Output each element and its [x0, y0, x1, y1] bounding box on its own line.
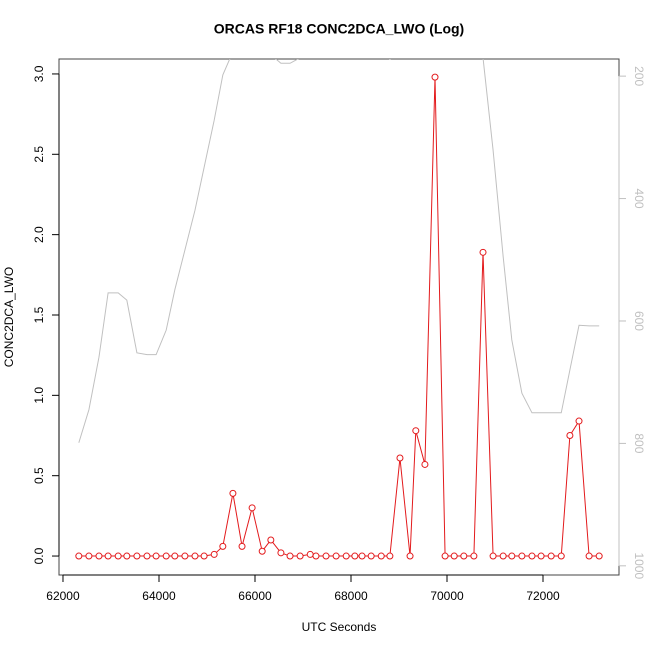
data-point	[396, 454, 404, 462]
y-tick-label: 0.0	[32, 547, 46, 564]
x-tick-label: 70000	[430, 589, 464, 603]
data-point	[143, 552, 151, 560]
x-tick-label: 72000	[526, 589, 560, 603]
data-point	[332, 552, 340, 560]
y-tick-label: 3.0	[32, 65, 46, 82]
data-point	[210, 550, 218, 558]
data-point	[171, 552, 179, 560]
data-point	[406, 552, 414, 560]
y2-tick-label: 1000	[632, 552, 646, 579]
x-tick-label: 68000	[334, 589, 368, 603]
data-point	[191, 552, 199, 560]
data-point	[460, 552, 468, 560]
data-point	[489, 552, 497, 560]
y-tick-label: 1.0	[32, 387, 46, 404]
data-point	[277, 549, 285, 557]
data-point	[367, 552, 375, 560]
data-point	[441, 552, 449, 560]
secondary-line	[78, 59, 600, 443]
data-point	[351, 552, 359, 560]
data-point	[75, 552, 83, 560]
data-point	[267, 536, 275, 544]
data-point	[238, 542, 246, 550]
data-point	[286, 552, 294, 560]
data-point	[95, 552, 103, 560]
data-point	[470, 552, 478, 560]
data-point	[342, 552, 350, 560]
data-point	[450, 552, 458, 560]
data-point	[229, 489, 237, 497]
data-point	[412, 427, 420, 435]
data-point	[547, 552, 555, 560]
data-point	[528, 552, 536, 560]
data-point	[219, 542, 227, 550]
x-tick-label: 62000	[46, 589, 80, 603]
y-tick-label: 1.5	[32, 306, 46, 323]
data-point	[518, 552, 526, 560]
data-point	[248, 504, 256, 512]
data-point	[133, 552, 141, 560]
data-point	[312, 552, 320, 560]
data-point	[306, 550, 314, 558]
data-point	[537, 552, 545, 560]
data-point	[499, 552, 507, 560]
data-point	[322, 552, 330, 560]
data-point	[114, 552, 122, 560]
data-point	[152, 552, 160, 560]
data-point	[358, 552, 366, 560]
y2-tick-label: 200	[632, 66, 646, 86]
chart-title: ORCAS RF18 CONC2DCA_LWO (Log)	[214, 21, 464, 37]
data-point	[123, 552, 131, 560]
data-point	[162, 552, 170, 560]
data-point	[181, 552, 189, 560]
x-axis-label: UTC Seconds	[302, 620, 377, 634]
y2-tick-label: 600	[632, 311, 646, 331]
data-point	[431, 73, 439, 81]
data-point	[377, 552, 385, 560]
data-point	[575, 417, 583, 425]
data-point	[200, 552, 208, 560]
data-point	[258, 547, 266, 555]
data-point	[421, 460, 429, 468]
data-point	[508, 552, 516, 560]
data-point	[557, 552, 565, 560]
data-point	[585, 552, 593, 560]
y-axis-label: CONC2DCA_LWO	[2, 267, 16, 367]
y-tick-label: 0.5	[32, 467, 46, 484]
y2-tick-label: 800	[632, 433, 646, 453]
data-point	[104, 552, 112, 560]
data-point	[479, 248, 487, 256]
data-point	[85, 552, 93, 560]
data-point	[566, 432, 574, 440]
x-tick-label: 66000	[238, 589, 272, 603]
data-point	[595, 552, 603, 560]
data-point	[296, 552, 304, 560]
y-tick-label: 2.5	[32, 146, 46, 163]
data-point	[386, 552, 394, 560]
x-tick-label: 64000	[142, 589, 176, 603]
y2-tick-label: 400	[632, 189, 646, 209]
y-tick-label: 2.0	[32, 226, 46, 243]
plot-area	[75, 59, 603, 560]
